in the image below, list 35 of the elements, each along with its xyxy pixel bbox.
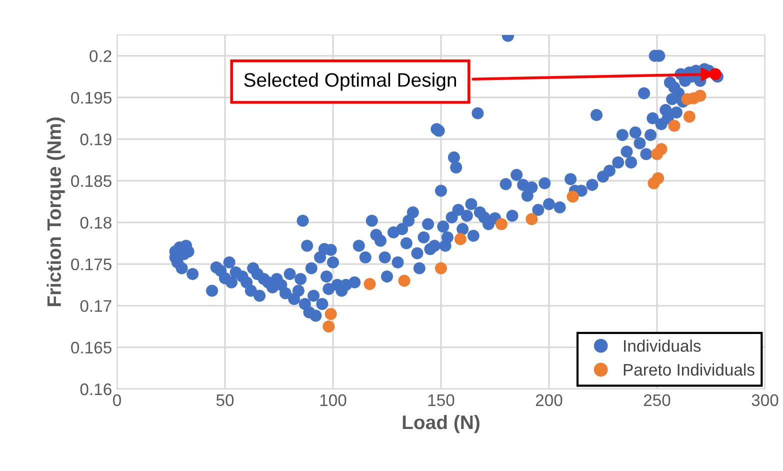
y-tick-label: 0.18	[80, 216, 112, 229]
annotation: Selected Optimal Design	[244, 72, 456, 91]
x-tick-label: 100	[320, 394, 346, 406]
y-tick-label: 0.16	[80, 383, 112, 396]
y-tick-label: 0.2	[90, 50, 112, 62]
y-tick-label: 0.19	[80, 134, 112, 146]
point	[322, 320, 335, 333]
point	[398, 274, 410, 287]
x-axis-title: Load (N)	[402, 414, 480, 434]
point	[668, 120, 680, 132]
x-tick-label: 0	[113, 394, 121, 406]
x-tick-label: 250	[644, 394, 670, 406]
legend-label: Pareto Individuals	[624, 363, 754, 376]
legend-label: Individuals	[624, 340, 701, 352]
point	[566, 190, 579, 203]
y-tick-label: 0.165	[71, 342, 112, 354]
point	[526, 213, 538, 226]
point	[434, 262, 448, 274]
x-tick-label: 300	[752, 394, 778, 406]
point	[454, 233, 466, 246]
x-tick-label: 200	[536, 394, 562, 406]
y-tick-label: 0.185	[71, 175, 112, 187]
point	[683, 110, 696, 123]
y-tick-label: 0.175	[71, 258, 112, 270]
point	[694, 90, 706, 102]
y-tick-label: 0.195	[71, 92, 112, 104]
point	[652, 172, 664, 184]
point	[324, 308, 337, 320]
point	[364, 278, 376, 290]
x-tick-label: 50	[216, 394, 234, 406]
point	[495, 218, 508, 230]
y-tick-label: 0.17	[80, 300, 112, 312]
y-axis-title: Friction Torque (Nm)	[46, 118, 65, 306]
point	[655, 143, 668, 156]
x-tick-label: 150	[428, 394, 454, 406]
